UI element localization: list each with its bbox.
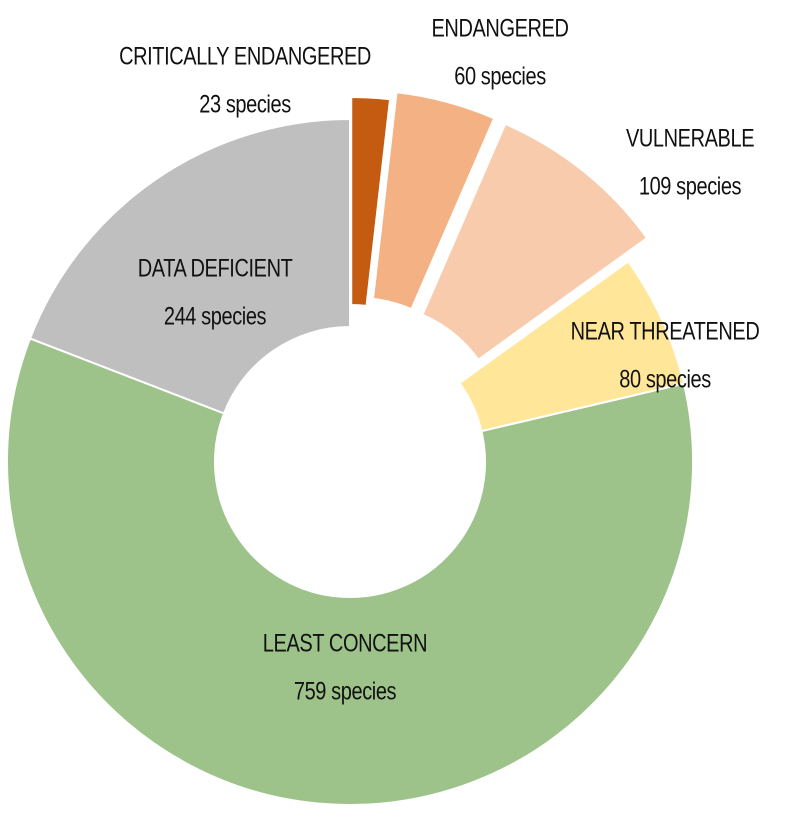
segment-label: VULNERABLE	[626, 125, 755, 153]
segment-label: ENDANGERED	[431, 15, 568, 43]
donut-segment	[350, 96, 392, 308]
value-label: 23 species	[199, 91, 291, 119]
value-label: 80 species	[619, 366, 711, 394]
donut-segment	[6, 337, 694, 806]
segment-label: CRITICALLY ENDANGERED	[119, 43, 371, 71]
donut-segment	[421, 122, 649, 362]
donut-segment	[28, 117, 351, 415]
value-label: 109 species	[639, 173, 741, 201]
value-label: 60 species	[454, 63, 546, 91]
donut-segment	[371, 91, 496, 311]
segment-label: LEAST CONCERN	[263, 630, 427, 658]
value-label: 244 species	[164, 303, 266, 331]
segment-label: DATA DEFICIENT	[138, 255, 293, 283]
value-label: 759 species	[294, 678, 396, 706]
segment-label: NEAR THREATENED	[571, 318, 760, 346]
